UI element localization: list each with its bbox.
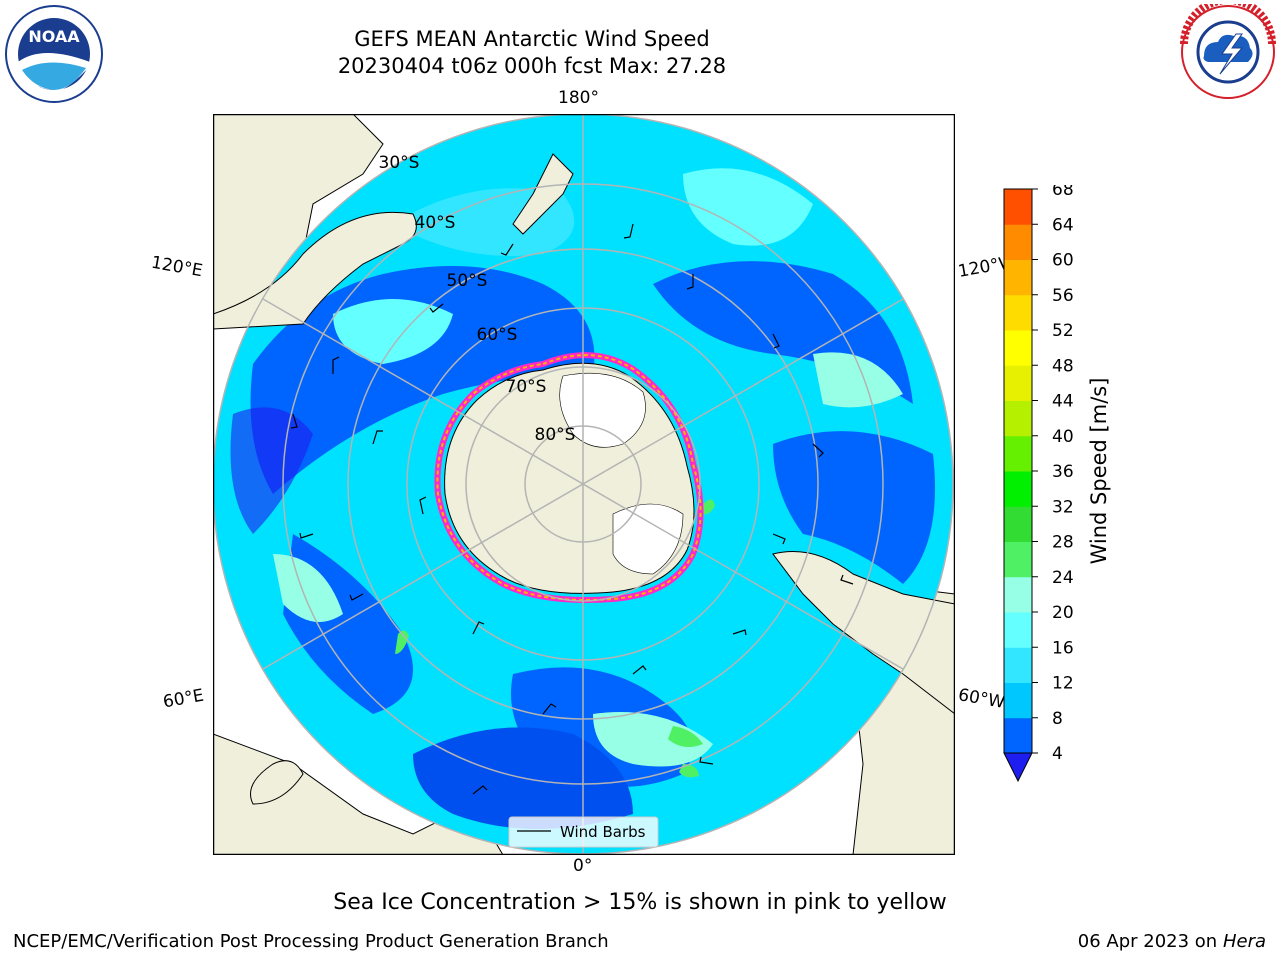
lon-label-60e: 60°E [161,685,206,713]
colorbar-tick-label: 64 [1052,215,1074,235]
colorbar-segment [1004,717,1032,754]
south-america [772,551,955,715]
colorbar-tick-label: 28 [1052,533,1074,553]
colorbar-segment [1004,294,1032,331]
lon-label-60w: 60°W [956,685,1007,713]
colorbar-under-triangle [1003,752,1033,783]
colorbar-tick-label: 4 [1052,744,1063,764]
colorbar-tick-label: 68 [1052,185,1074,200]
colorbar-tick-label: 52 [1052,321,1074,341]
nws-logo [1180,4,1276,99]
lat-label-40s: 40°S [415,213,456,233]
lon-label-180: 180° [558,88,599,108]
colorbar-segment [1004,612,1032,648]
colorbar-segment [1004,506,1032,542]
colorbar-segment [1004,365,1032,401]
colorbar-segment [1004,435,1032,472]
colorbar-segment [1004,189,1032,225]
colorbar-segment [1004,224,1032,260]
colorbar-segment [1004,682,1032,719]
map-subtitle: 20230404 t06z 000h fcst Max: 27.28 [337,54,727,78]
noaa-logo: NOAA [5,5,103,103]
lat-label-70s: 70°S [506,377,547,397]
colorbar-segment [1004,330,1032,366]
colorbar-tick-label: 40 [1052,427,1074,447]
colorbar-label: Wind Speed [m/s] [1087,378,1111,565]
footer-date-text: 06 Apr 2023 on [1077,931,1218,952]
colorbar-segment [1004,259,1032,296]
colorbar-tick-label: 12 [1052,674,1074,694]
footer-host: Hera [1222,931,1266,952]
colorbar-tick-label: 24 [1052,568,1074,588]
colorbar-tick-label: 8 [1052,709,1063,729]
lon-label-0: 0° [573,856,593,876]
colorbar-tick-label: 60 [1052,251,1074,271]
lat-label-60s: 60°S [477,325,518,345]
colorbar-tick-label: 36 [1052,462,1074,482]
lat-label-80s: 80°S [535,425,576,445]
noaa-logo-text: NOAA [28,27,80,46]
new-zealand [512,153,574,235]
colorbar-segment [1004,647,1032,683]
colorbar-segment [1004,400,1032,437]
lon-label-120e: 120°E [149,252,205,282]
footer-credit: NCEP/EMC/Verification Post Processing Pr… [13,931,609,952]
colorbar-tick-label: 56 [1052,286,1074,306]
colorbar-tick-label: 16 [1052,638,1074,658]
colorbar-tick-label: 44 [1052,392,1074,412]
colorbar-segment [1004,541,1032,578]
colorbar-segment [1004,471,1032,507]
colorbar-tick-label: 48 [1052,356,1074,376]
legend-label: Wind Barbs [560,823,646,841]
lat-label-50s: 50°S [447,271,488,291]
wind-barbs-legend: Wind Barbs [508,816,659,848]
wind-barbs [290,223,854,795]
lat-label-30s: 30°S [379,153,420,173]
colorbar-segment [1004,576,1032,613]
polar-map: 30°S 40°S 50°S 60°S 70°S 80°S Wind Barbs [213,114,955,855]
map-title: GEFS MEAN Antarctic Wind Speed [354,27,710,51]
footer-date: 06 Apr 2023 on Hera [1078,931,1266,952]
colorbar-segments [1004,189,1032,754]
colorbar-tick-label: 32 [1052,497,1074,517]
sea-ice-caption: Sea Ice Concentration > 15% is shown in … [333,890,947,915]
colorbar-tick-label: 20 [1052,603,1074,623]
